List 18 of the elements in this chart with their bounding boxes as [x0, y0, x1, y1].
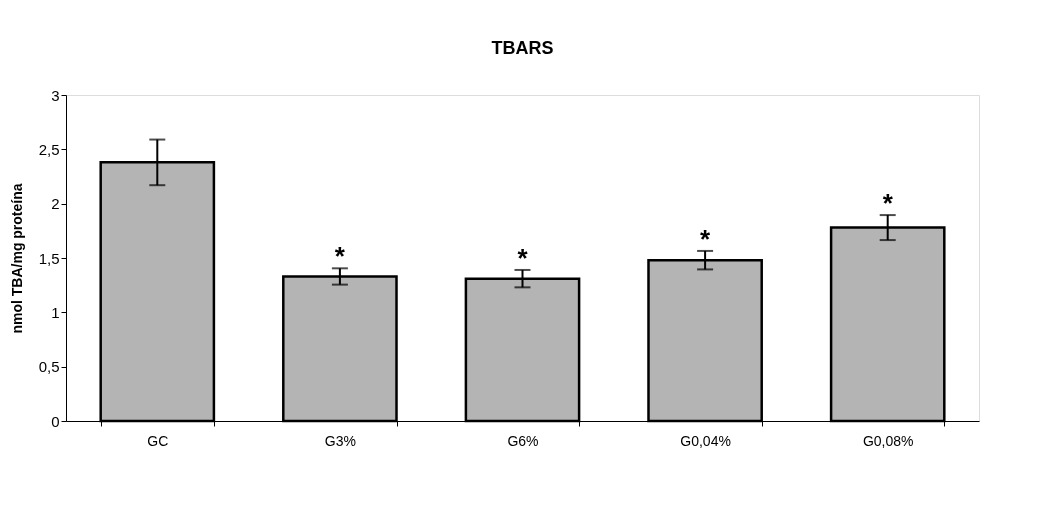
y-tick-label: 3	[51, 86, 60, 104]
data-label: *	[700, 223, 712, 254]
y-tick-label: 1,5	[38, 249, 60, 267]
y-axis-title: nmol TBA/mg proteína	[8, 183, 25, 334]
x-tick-label: G0,08%	[862, 432, 914, 449]
data-label: *	[882, 188, 894, 219]
x-tick-label: G6%	[507, 432, 539, 449]
data-label: *	[517, 242, 529, 273]
x-tick-label: G0,04%	[680, 432, 731, 449]
chart-title: TBARS	[491, 38, 554, 58]
y-tick-label: 0	[51, 412, 60, 430]
y-tick-label: 0,5	[38, 358, 60, 376]
y-tick-label: 2,5	[38, 140, 60, 158]
y-tick-label: 1	[51, 303, 60, 321]
x-tick-label: G3%	[324, 432, 356, 449]
y-tick-label: 2	[51, 195, 60, 213]
x-tick-label: GC	[147, 432, 169, 449]
data-label: *	[334, 241, 346, 272]
